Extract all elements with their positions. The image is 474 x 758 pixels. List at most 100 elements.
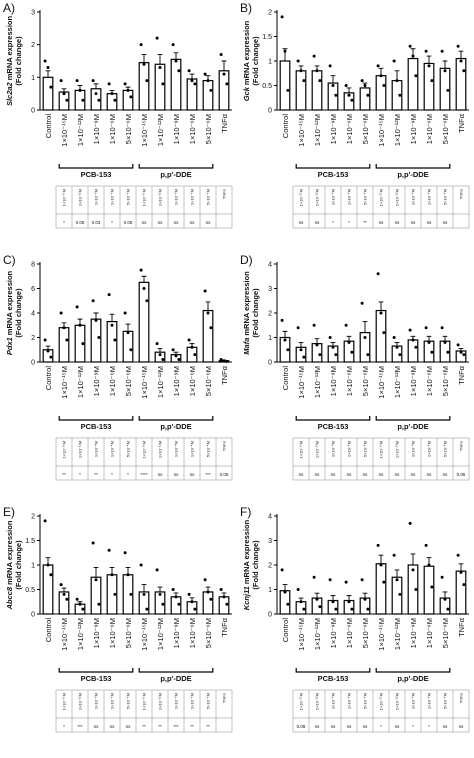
data-point (81, 98, 85, 102)
data-point (414, 588, 418, 591)
data-point (443, 69, 447, 73)
data-point (94, 318, 98, 322)
panel-label: B) (240, 1, 252, 15)
significance: 0.08 (297, 724, 306, 729)
data-point (398, 93, 402, 97)
x-tick-label: 1×10⁻¹²M (156, 618, 165, 650)
table-header: 1×10⁻⁹M (94, 441, 99, 457)
error-bar (442, 335, 448, 342)
table-header: 5×10⁻⁶M (363, 693, 368, 709)
table-header: 1×10⁻⁶M (347, 693, 352, 709)
significance: 0.05 (220, 472, 229, 477)
data-point (312, 54, 316, 58)
panel-label: C) (3, 253, 16, 267)
data-point (347, 600, 351, 604)
significance: ns (363, 472, 369, 477)
table-header: 5×10⁻⁶M (363, 189, 368, 205)
data-point (209, 326, 213, 330)
y-axis-label: Slc2a2mRNA expression (5, 16, 14, 107)
data-point (75, 79, 79, 83)
x-tick-label: 1×10⁻¹⁵M (140, 366, 149, 399)
data-point (392, 59, 396, 63)
x-tick-label: 5×10⁻⁶M (361, 114, 370, 144)
y-tick-label: 3 (268, 286, 272, 293)
data-point (299, 69, 303, 73)
data-point (344, 580, 348, 584)
data-point (187, 338, 191, 342)
table-header: 1×10⁻¹⁵M (379, 189, 384, 206)
x-tick-label: 1×10⁻⁹M (92, 618, 101, 648)
gene-name: Pdx1 (5, 337, 14, 355)
error-bar (394, 569, 400, 578)
group-bracket (295, 668, 371, 673)
x-tick-label: 5×10⁻⁶M (204, 114, 213, 144)
x-tick-label: 1×10⁻¹²M (393, 114, 402, 146)
table-header: TNFα (222, 440, 227, 451)
error-bar (314, 338, 320, 344)
bar (122, 89, 134, 111)
panel-label: A) (3, 1, 15, 15)
data-point (440, 326, 444, 330)
table-header: 1×10⁻⁹M (331, 441, 336, 457)
data-point (286, 602, 290, 606)
data-point (203, 578, 207, 582)
error-bar (346, 87, 352, 93)
data-point (139, 563, 143, 567)
x-tick-label: 1×10⁻⁹M (92, 114, 101, 144)
data-point (446, 607, 450, 611)
table-header: 1×10⁻⁶M (190, 693, 195, 709)
bar (375, 309, 387, 363)
bar (279, 590, 291, 615)
bar (455, 57, 467, 111)
x-tick-label: 5×10⁻⁶M (441, 366, 450, 396)
x-tick-label: 1×10⁻⁹M (172, 114, 181, 144)
bar (423, 565, 435, 615)
x-tick-label: 1×10⁻¹²M (393, 366, 402, 398)
data-point (408, 44, 412, 48)
y-axis-label: (Fold change) (14, 288, 23, 338)
x-tick-label: TNFα (220, 113, 229, 133)
group-label: PCB-153 (81, 170, 112, 179)
data-point (142, 62, 146, 66)
data-point (97, 602, 101, 606)
error-bar (157, 348, 163, 353)
data-point (158, 592, 162, 596)
data-point (462, 353, 466, 357)
error-bar (378, 301, 384, 311)
table-header: 5×10⁻⁶M (206, 441, 211, 457)
data-point (430, 350, 434, 354)
y-tick-label: 1 (268, 59, 272, 66)
y-axis-label: (Fold change) (251, 288, 260, 338)
significance: ns (379, 472, 385, 477)
y-tick-label: 1 (31, 563, 35, 570)
x-tick-label: 1×10⁻⁹M (172, 366, 181, 396)
data-point (190, 79, 194, 83)
data-point (174, 595, 178, 599)
data-point (91, 79, 95, 83)
data-point (347, 93, 351, 97)
data-point (382, 84, 386, 87)
significance: ** (142, 724, 146, 729)
data-point (126, 573, 130, 577)
data-point (171, 43, 175, 47)
error-bar (189, 73, 195, 79)
y-axis-label: (Fold change) (251, 36, 260, 86)
x-tick-label: 1×10⁻⁶M (345, 618, 354, 648)
data-point (440, 575, 444, 579)
x-tick-label: 5×10⁻⁶M (124, 618, 133, 648)
panel-label: F) (240, 505, 251, 519)
y-axis-label: GckmRNA expression (242, 20, 251, 101)
significance: ns (443, 472, 449, 477)
data-point (430, 585, 434, 589)
bar (170, 58, 182, 111)
data-point (78, 602, 82, 606)
significance: ns (347, 724, 353, 729)
data-point (187, 69, 191, 73)
x-tick-label: 1×10⁻¹²M (76, 366, 85, 398)
bar (106, 93, 118, 111)
data-point (360, 578, 364, 582)
significance: ns (331, 724, 337, 729)
data-point (286, 88, 290, 92)
data-point (427, 563, 431, 567)
data-point (312, 323, 316, 327)
